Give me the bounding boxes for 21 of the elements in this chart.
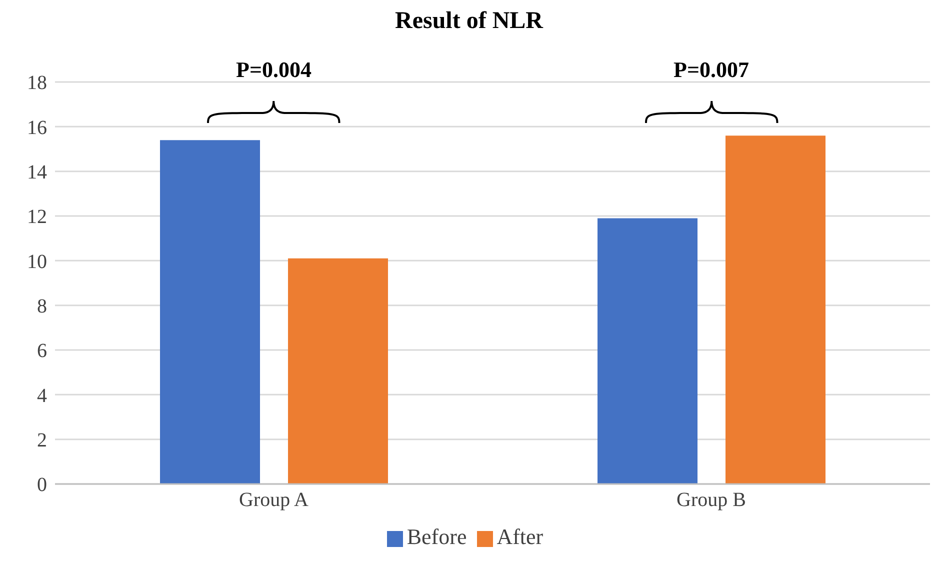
y-tick-label: 16 xyxy=(27,116,47,139)
x-tick-label: Group A xyxy=(239,489,310,512)
x-tick-label: Group B xyxy=(676,489,746,512)
y-tick-label: 10 xyxy=(27,250,47,273)
bar xyxy=(598,218,698,484)
y-tick-label: 4 xyxy=(37,384,47,407)
y-tick-label: 6 xyxy=(37,340,47,362)
bar xyxy=(160,140,260,484)
bar xyxy=(288,258,388,484)
legend-label: After xyxy=(496,524,544,549)
y-tick-label: 12 xyxy=(27,206,47,228)
chart-title: Result of NLR xyxy=(394,8,544,35)
y-tick-label: 2 xyxy=(37,429,47,452)
text: P=0.007 xyxy=(672,56,750,83)
text: P=0.004 xyxy=(235,56,312,83)
bar xyxy=(726,136,826,484)
y-tick-label: 8 xyxy=(37,295,47,318)
y-tick-label: 18 xyxy=(27,72,47,94)
y-tick-label: 0 xyxy=(37,474,47,496)
legend-label: Before xyxy=(406,524,467,549)
y-tick-label: 14 xyxy=(27,161,47,184)
